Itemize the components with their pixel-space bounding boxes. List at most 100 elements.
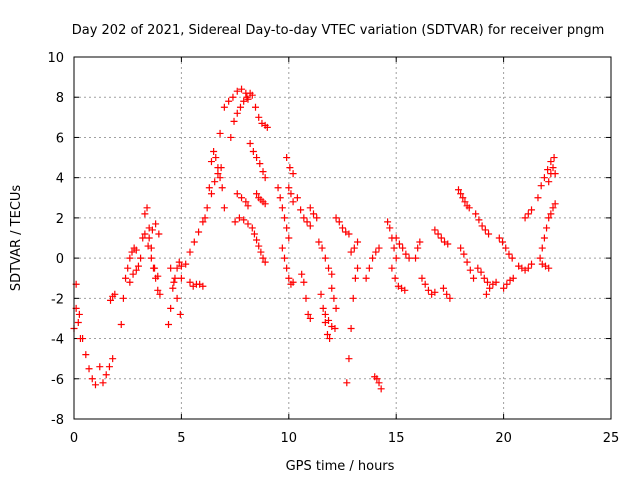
data-point — [210, 148, 218, 156]
data-point — [238, 85, 246, 93]
data-point — [549, 204, 557, 212]
data-point — [328, 270, 336, 278]
data-point — [240, 216, 248, 224]
series-arc21 — [248, 91, 271, 131]
data-point — [349, 294, 357, 302]
data-point — [147, 254, 155, 262]
data-point — [99, 379, 107, 387]
data-point — [395, 240, 403, 248]
data-point — [323, 331, 331, 339]
series-arc32 — [315, 238, 336, 278]
data-point — [375, 244, 383, 252]
data-point — [478, 222, 486, 230]
data-point — [263, 123, 271, 131]
series-arc26 — [278, 244, 297, 288]
data-point — [289, 278, 297, 286]
data-point — [173, 294, 181, 302]
data-point — [544, 166, 552, 174]
data-point — [351, 274, 359, 282]
data-point — [129, 270, 137, 278]
data-point — [499, 238, 507, 246]
data-point — [540, 234, 548, 242]
data-point — [300, 278, 308, 286]
x-axis-label: GPS time / hours — [286, 459, 395, 474]
data-point — [424, 286, 432, 294]
data-point — [463, 258, 471, 266]
data-point — [173, 264, 181, 272]
series-arc50 — [472, 210, 493, 238]
data-point — [293, 194, 301, 202]
axis-ticks: 0 5 10 15 20 25 -8 -6 -4 -2 0 2 4 6 8 10 — [47, 51, 619, 446]
series-arc47 — [439, 284, 454, 302]
data-points — [70, 85, 559, 393]
data-point — [332, 304, 340, 312]
data-point — [170, 278, 178, 286]
y-tick-label: 2 — [56, 212, 64, 227]
data-point — [505, 250, 513, 258]
series-arc16 — [216, 97, 233, 137]
data-point — [107, 296, 115, 304]
data-point — [354, 264, 362, 272]
data-point — [392, 234, 400, 242]
data-point — [169, 284, 177, 292]
data-point — [248, 224, 256, 232]
data-point — [325, 316, 333, 324]
data-point — [105, 363, 113, 371]
data-point — [313, 214, 321, 222]
data-point — [503, 280, 511, 288]
data-point — [350, 244, 358, 252]
data-point — [443, 290, 451, 298]
data-point — [454, 186, 462, 194]
data-point — [457, 244, 465, 252]
data-point — [339, 224, 346, 232]
data-point — [233, 109, 241, 117]
data-point — [390, 244, 398, 252]
series-arc12 — [177, 214, 209, 282]
data-point — [201, 214, 209, 222]
data-point — [139, 234, 147, 242]
series-arc38 — [347, 238, 362, 256]
data-point — [207, 190, 215, 198]
series-arc18 — [229, 85, 252, 103]
y-tick-label: 8 — [56, 91, 64, 106]
data-point — [261, 174, 269, 182]
series-arc05 — [117, 244, 140, 328]
series-arc03 — [96, 355, 117, 387]
data-point — [137, 254, 145, 262]
data-point — [165, 320, 173, 328]
series-arc25 — [274, 184, 293, 242]
series-arc08 — [141, 230, 162, 280]
data-point — [482, 290, 490, 298]
data-point — [176, 310, 184, 318]
data-point — [216, 174, 224, 182]
data-point — [156, 290, 164, 298]
data-point — [186, 278, 194, 286]
series-arc57 — [534, 154, 558, 202]
chart-title: Day 202 of 2021, Sidereal Day-to-day VTE… — [72, 23, 605, 38]
data-point — [483, 278, 491, 286]
data-point — [289, 170, 297, 178]
series-arc09 — [145, 220, 163, 242]
series-arc23 — [253, 190, 269, 208]
data-point — [74, 318, 82, 326]
data-point — [401, 286, 409, 294]
data-point — [82, 351, 90, 359]
data-point — [175, 258, 183, 266]
series-arc39 — [362, 244, 383, 282]
data-point — [102, 371, 110, 379]
series-arc49 — [457, 244, 478, 282]
series-arc41 — [384, 218, 400, 262]
data-point — [405, 254, 413, 262]
data-point — [205, 184, 213, 192]
data-point — [547, 158, 555, 166]
plot-frame — [73, 56, 612, 420]
data-point — [547, 210, 555, 218]
data-point — [155, 230, 163, 238]
series-arc24 — [250, 230, 269, 266]
data-point — [235, 214, 243, 222]
data-point — [543, 224, 551, 232]
data-point — [550, 154, 558, 162]
data-point — [220, 204, 228, 212]
data-point — [412, 254, 420, 262]
